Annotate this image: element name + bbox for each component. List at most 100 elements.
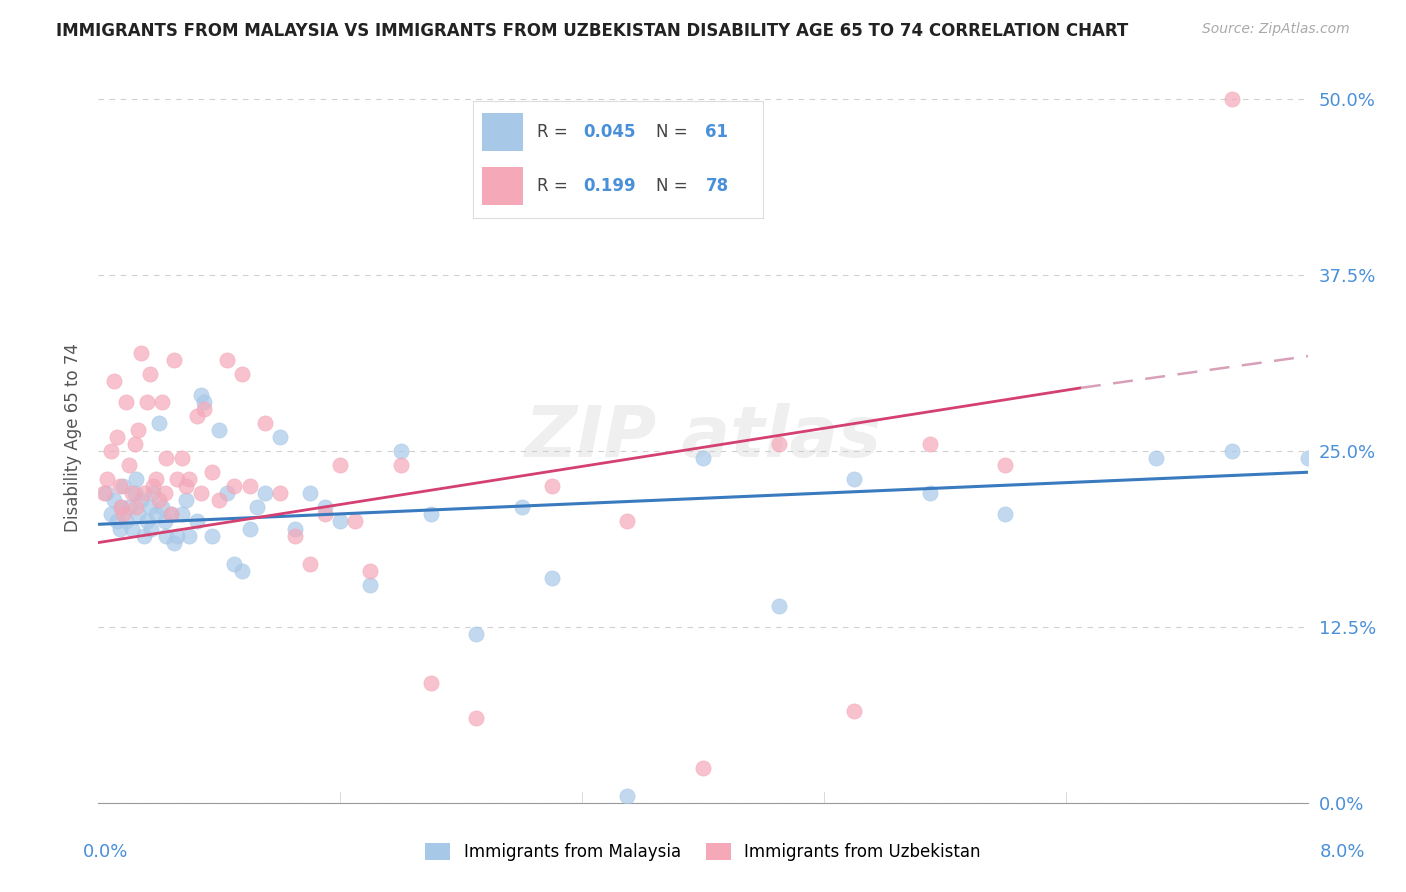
Point [150,500,173,515]
Text: 8.0%: 8.0% [1320,843,1365,861]
Point [170,508,193,522]
Point [420,508,443,522]
Point [170,451,193,466]
Y-axis label: Disability Age 65 to 74: Disability Age 65 to 74 [65,343,83,532]
Point [193,395,215,409]
Point [163,352,186,367]
Point [1220,444,1243,458]
Point [111,479,134,493]
Point [108,521,131,535]
Point [465,711,488,725]
Point [768,437,790,451]
Point [692,761,714,775]
Point [142,486,165,500]
Point [125,500,148,515]
Point [284,528,307,542]
Point [114,395,136,409]
Point [215,352,238,367]
Point [124,486,146,500]
Point [344,515,367,529]
Point [360,578,382,592]
Point [148,416,170,430]
Point [132,486,155,500]
Point [148,493,170,508]
Point [616,789,638,803]
Point [129,345,152,359]
Point [239,521,262,535]
Point [145,472,167,486]
Point [186,515,208,529]
Point [121,486,143,500]
Point [224,479,246,493]
Point [108,479,131,493]
Point [150,395,173,409]
Point [239,479,262,493]
Text: 0.0%: 0.0% [83,843,128,861]
Point [994,458,1017,473]
Point [127,508,149,522]
Point [174,493,197,508]
Point [329,515,352,529]
Text: Source: ZipAtlas.com: Source: ZipAtlas.com [1202,22,1350,37]
Point [160,508,183,522]
Point [215,486,238,500]
Point [153,486,176,500]
Point [100,508,122,522]
Point [231,564,253,578]
Point [139,500,162,515]
Point [179,472,201,486]
Point [129,493,152,508]
Point [141,521,163,535]
Point [163,535,186,549]
Point [1296,451,1319,466]
Point [329,458,352,473]
Point [201,465,224,479]
Point [139,367,162,381]
Point [208,493,231,508]
Point [155,528,177,542]
Point [96,472,118,486]
Point [1220,93,1243,107]
Point [153,515,176,529]
Point [94,486,117,500]
Text: ZIP atlas: ZIP atlas [524,402,882,472]
Point [190,388,212,402]
Point [420,676,443,690]
Point [389,458,412,473]
Point [110,500,132,515]
Point [132,528,155,542]
Point [103,493,125,508]
Point [125,472,148,486]
Point [540,479,562,493]
Point [135,515,157,529]
Point [105,430,128,444]
Point [360,564,382,578]
Point [118,458,141,473]
Point [253,416,276,430]
Point [844,705,866,719]
Point [616,515,638,529]
Point [540,571,562,585]
Point [166,472,188,486]
Point [103,374,125,388]
Point [142,479,165,493]
Point [166,528,188,542]
Point [208,423,231,437]
Point [111,508,134,522]
Point [299,557,322,571]
Point [190,486,212,500]
Point [127,423,149,437]
Point [269,486,291,500]
Point [994,508,1017,522]
Point [299,486,322,500]
Point [224,557,246,571]
Point [201,528,224,542]
Point [135,395,157,409]
Point [100,444,122,458]
Point [692,451,714,466]
Point [114,515,136,529]
Point [768,599,790,613]
Point [160,508,183,522]
Point [121,521,143,535]
Point [174,479,197,493]
